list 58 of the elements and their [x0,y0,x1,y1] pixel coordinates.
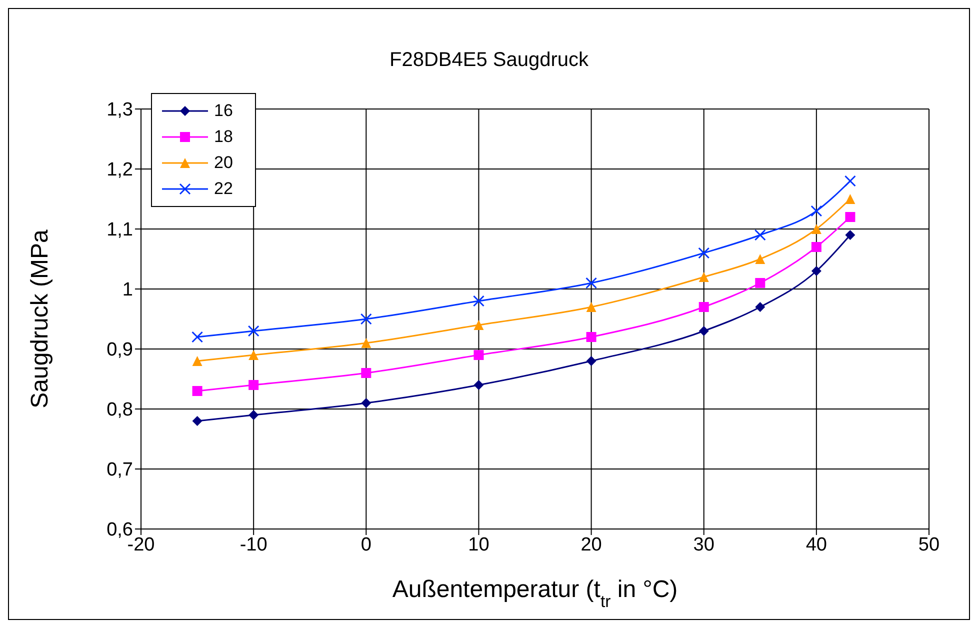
x-tick-label: 0 [360,534,372,556]
point [248,380,259,390]
x-tick-label: 50 [918,534,940,556]
point [474,320,484,330]
point [248,410,259,420]
legend-label: 22 [214,179,233,199]
y-tick-label: 1 [122,280,133,301]
point [754,229,766,241]
point [192,386,202,396]
point [844,175,856,187]
legend-label: 18 [214,127,233,147]
point [248,350,259,360]
y-tick-label: 1,1 [106,220,133,241]
point [811,224,822,234]
x-tick-label: 10 [468,534,490,556]
point [474,380,484,390]
y-tick-label: 0,6 [106,520,133,541]
point [361,368,372,378]
point [811,242,822,252]
point [586,356,596,366]
point [810,205,822,217]
point [845,194,856,204]
x-tick-label: 20 [580,534,602,556]
x-tick-label: 30 [693,534,714,556]
point [755,302,766,312]
y-tick-label: 0,9 [106,340,133,361]
point [472,295,484,307]
point [698,302,709,312]
x-axis-title: Außentemperatur (t$_{tr}$ in °C) [392,576,678,610]
point [248,325,260,337]
point [845,212,856,222]
point [845,230,856,240]
point [360,313,372,325]
y-tick-label: 0,7 [106,460,133,481]
point [192,356,202,366]
point [586,332,596,342]
point [586,302,596,312]
point [586,277,598,289]
legend-label: 20 [214,153,233,173]
point [192,331,204,343]
legend-label: 16 [214,101,233,121]
point [755,278,766,288]
x-tick-label: 40 [806,534,827,556]
point [755,254,766,264]
point [361,338,372,348]
y-tick-label: 1,2 [106,160,133,181]
point [698,272,709,282]
point [192,416,202,426]
y-tick-label: 0,8 [106,400,133,421]
point [698,326,709,336]
y-tick-label: 1,3 [106,100,133,121]
point [811,266,822,276]
x-tick-label: -10 [240,534,268,556]
point [698,247,710,259]
point [474,350,484,360]
y-axis-title: Saugdruck (MPa [26,228,54,408]
point [361,398,372,408]
chart-title: F28DB4E5 Saugdruck [388,49,590,72]
